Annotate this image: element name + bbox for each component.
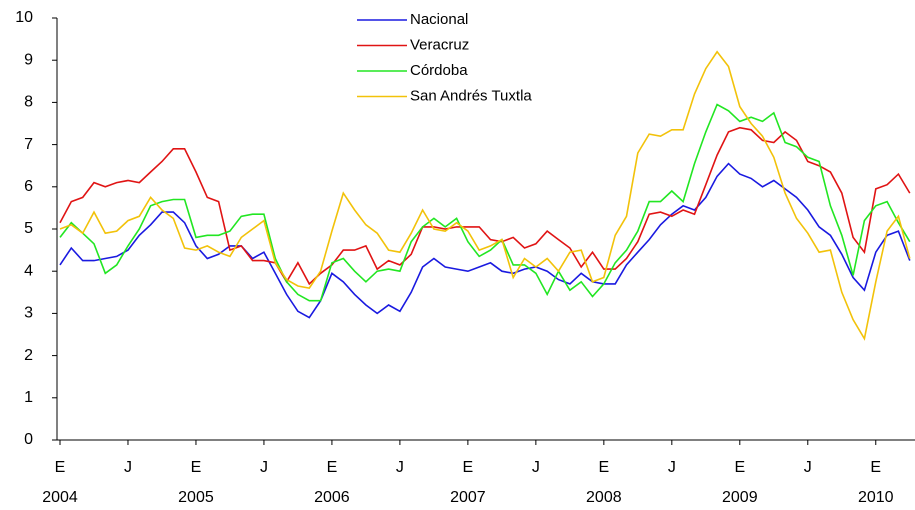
x-tick-label: E	[327, 459, 338, 476]
x-tick-label: E	[870, 459, 881, 476]
x-tick-label: J	[260, 459, 268, 476]
year-label: 2005	[178, 489, 214, 506]
legend-label: Córdoba	[410, 62, 468, 79]
y-tick-label: 3	[24, 305, 33, 322]
y-tick-label: 10	[15, 9, 33, 26]
y-tick-label: 8	[24, 94, 33, 111]
y-tick-label: 9	[24, 51, 33, 68]
y-tick-label: 0	[24, 431, 33, 448]
year-label: 2007	[450, 489, 486, 506]
x-tick-label: J	[532, 459, 540, 476]
series-line	[59, 50, 911, 341]
x-tick-label: J	[804, 459, 812, 476]
x-tick-label: E	[599, 459, 610, 476]
series-line	[59, 103, 911, 302]
y-tick-label: 5	[24, 220, 33, 237]
legend-label: Nacional	[410, 11, 468, 28]
y-tick-label: 1	[24, 389, 33, 406]
x-tick-label: J	[124, 459, 132, 476]
series-line	[59, 126, 911, 286]
year-label: 2006	[314, 489, 350, 506]
y-tick-label: 7	[24, 136, 33, 153]
y-tick-label: 2	[24, 347, 33, 364]
x-tick-label: E	[734, 459, 745, 476]
year-label: 2004	[42, 489, 78, 506]
year-label: 2009	[722, 489, 758, 506]
year-label: 2008	[586, 489, 622, 506]
x-tick-label: E	[55, 459, 66, 476]
x-tick-label: J	[668, 459, 676, 476]
year-label: 2010	[858, 489, 894, 506]
y-tick-label: 6	[24, 178, 33, 195]
series-line	[59, 162, 911, 319]
legend-label: San Andrés Tuxtla	[410, 87, 532, 104]
y-tick-label: 4	[24, 262, 33, 279]
legend-label: Veracruz	[410, 36, 469, 53]
x-tick-label: E	[463, 459, 474, 476]
x-tick-label: E	[191, 459, 202, 476]
x-tick-label: J	[396, 459, 404, 476]
